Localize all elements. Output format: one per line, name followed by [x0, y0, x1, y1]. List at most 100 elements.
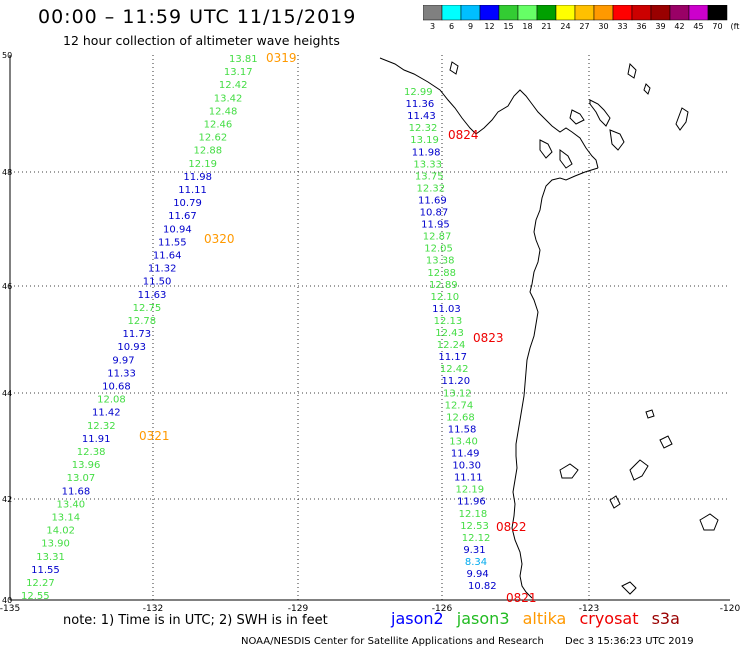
altimeter-tracks: 13.81 13.17 12.42 13.42 12.48 12.46 12.62 12.88…: [21, 54, 497, 602]
wave-height-value: 12.32: [409, 123, 438, 134]
wave-height-value: 12.87: [423, 232, 452, 243]
legend-altika: altika: [522, 609, 567, 628]
wave-height-value: 13.17: [224, 67, 253, 78]
wave-height-value: 12.89: [429, 280, 458, 291]
lat-label: 50: [2, 51, 12, 60]
wave-height-value: 11.55: [158, 237, 187, 248]
pass-time-label: 0824: [448, 128, 479, 142]
pass-time-label: 0821: [506, 591, 537, 605]
wave-height-value: 13.96: [72, 460, 101, 471]
wave-height-value: 11.43: [407, 111, 436, 122]
color-scale-label: 36: [636, 22, 647, 31]
note-text: note: 1) Time is in UTC; 2) SWH is in fe…: [63, 613, 328, 628]
wave-height-value: 11.33: [107, 368, 136, 379]
color-scale-swatch: [707, 5, 728, 21]
wave-height-value: 12.74: [445, 400, 474, 411]
wave-height-value: 12.42: [219, 80, 248, 91]
wave-height-value: 12.24: [437, 340, 466, 351]
lon-label: -120: [720, 604, 740, 612]
wave-height-value: 13.75: [415, 171, 444, 182]
pass-time-label: 0823: [473, 331, 504, 345]
wave-height-value: 12.53: [460, 521, 489, 532]
footer: NOAA/NESDIS Center for Satellite Applica…: [241, 636, 712, 647]
wave-height-value: 11.36: [406, 99, 435, 110]
lon-label: -123: [579, 604, 599, 612]
wave-height-value: 8.34: [465, 557, 487, 568]
legend-s3a: s3a: [651, 609, 680, 628]
wave-height-value: 11.98: [412, 147, 441, 158]
map-frame: [9, 55, 730, 601]
wave-height-value: 12.88: [427, 268, 456, 279]
page-title: 00:00 – 11:59 UTC 11/15/2019: [38, 6, 357, 28]
wave-height-value: 13.42: [214, 93, 243, 104]
wave-height-value: 13.40: [449, 436, 478, 447]
wave-height-value: 11.96: [457, 497, 486, 508]
color-scale-label: 30: [598, 22, 609, 31]
legend-cryosat: cryosat: [579, 609, 639, 628]
wave-height-value: 12.62: [199, 133, 228, 144]
wave-height-value: 11.67: [168, 211, 197, 222]
pass-time-label: 0321: [139, 429, 170, 443]
wave-height-value: 10.30: [452, 461, 481, 472]
color-scale-label: 42: [674, 22, 685, 31]
wave-height-value: 11.20: [441, 376, 470, 387]
lat-label: 40: [2, 596, 12, 605]
color-scale-label: 6: [448, 22, 455, 31]
color-scale-label: 70: [712, 22, 723, 31]
lon-label: -135: [0, 604, 20, 612]
axis-labels: 50 48 46 44 42 40-135 -132 -129 -126 -123 -120: [0, 51, 740, 612]
legend-jason2: jason2: [391, 609, 444, 628]
wave-height-value: 11.69: [418, 195, 447, 206]
wave-height-value: 11.91: [82, 434, 111, 445]
wave-height-value: 11.42: [92, 408, 121, 419]
wave-height-map: 50 48 46 44 42 40-135 -132 -129 -126 -123 -120 13.…: [0, 51, 740, 612]
pass-time-label: 0822: [496, 520, 527, 534]
color-scale-label: 33: [617, 22, 628, 31]
wave-height-value: 13.33: [413, 159, 442, 170]
wave-height-value: 10.79: [173, 198, 202, 209]
wave-height-value: 12.43: [435, 328, 464, 339]
wave-height-value: 13.14: [51, 513, 80, 524]
wave-height-value: 13.31: [36, 552, 65, 563]
wave-height-value: 13.81: [229, 54, 258, 65]
wave-height-value: 12.19: [456, 485, 485, 496]
wave-height-value: 11.50: [143, 277, 172, 288]
lat-label: 46: [2, 282, 12, 291]
wave-height-value: 12.32: [416, 183, 445, 194]
wave-height-value: 12.19: [188, 159, 217, 170]
lon-label: -132: [143, 604, 163, 612]
wave-height-value: 11.49: [451, 449, 480, 460]
wave-height-value: 12.88: [193, 146, 222, 157]
wave-height-value: 13.38: [426, 256, 455, 267]
wave-height-value: 12.75: [133, 303, 162, 314]
wave-height-value: 11.11: [454, 473, 483, 484]
pass-time-labels: 0319 0320 0321 0824 0823 0822 0821: [139, 51, 537, 605]
satellite-legend: jason2 jason3 altika cryosat s3a: [391, 609, 688, 628]
color-scale-label: 3: [429, 22, 436, 31]
wave-height-value: 13.40: [57, 499, 86, 510]
color-scale-label: 21: [541, 22, 552, 31]
wave-height-value: 9.97: [112, 355, 134, 366]
page-subtitle: 12 hour collection of altimeter wave hei…: [63, 33, 340, 48]
color-scale-label: 39: [655, 22, 666, 31]
footer-org: NOAA/NESDIS Center for Satellite Applica…: [241, 636, 544, 647]
legend-jason3: jason3: [456, 609, 510, 628]
wave-height-value: 13.19: [410, 135, 439, 146]
wave-height-value: 12.42: [440, 364, 469, 375]
color-scale-label: 9: [467, 22, 474, 31]
color-scale-label: 45: [693, 22, 704, 31]
wave-height-value: 9.94: [466, 569, 488, 580]
lat-label: 42: [2, 495, 12, 504]
lon-label: -129: [288, 604, 309, 612]
wave-height-value: 12.46: [204, 120, 233, 131]
wave-height-value: 12.10: [431, 292, 460, 303]
wave-height-value: 13.12: [443, 388, 472, 399]
coastline: [379, 57, 719, 599]
wave-height-value: 10.93: [117, 342, 146, 353]
color-scale-label: 27: [579, 22, 590, 31]
wave-height-value: 10.87: [420, 208, 449, 219]
wave-height-value: 11.98: [183, 172, 212, 183]
color-scale-label: (ft): [730, 22, 740, 31]
wave-height-value: 9.31: [463, 545, 485, 556]
